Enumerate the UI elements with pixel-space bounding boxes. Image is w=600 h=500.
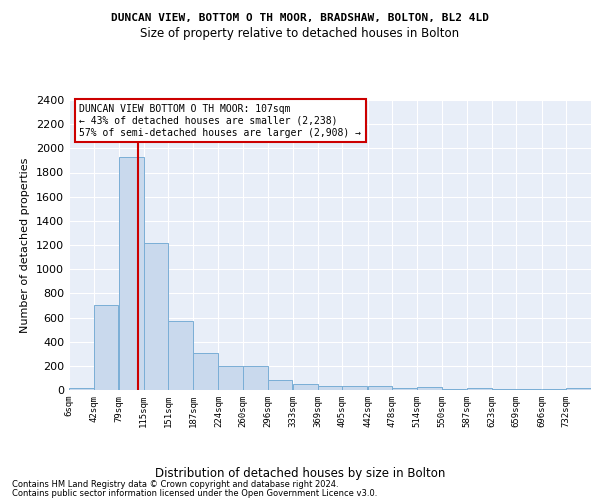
Bar (467, 388, 491, 390)
Text: DUNCAN VIEW, BOTTOM O TH MOOR, BRADSHAW, BOLTON, BL2 4LD: DUNCAN VIEW, BOTTOM O TH MOOR, BRADSHAW,… (111, 12, 489, 22)
Bar (218, 366, 243, 390)
Bar (293, 384, 317, 390)
Text: Distribution of detached houses by size in Bolton: Distribution of detached houses by size … (155, 467, 445, 480)
Text: Contains public sector information licensed under the Open Government Licence v3: Contains public sector information licen… (12, 488, 377, 498)
Bar (417, 387, 442, 390)
Bar (193, 353, 218, 390)
Bar (392, 388, 417, 390)
Bar (566, 388, 591, 390)
Bar (94, 306, 118, 390)
Text: Contains HM Land Registry data © Crown copyright and database right 2024.: Contains HM Land Registry data © Crown c… (12, 480, 338, 489)
Bar (317, 386, 343, 390)
Bar (119, 157, 143, 390)
Y-axis label: Number of detached properties: Number of detached properties (20, 158, 31, 332)
Bar (243, 366, 268, 390)
Bar (268, 380, 292, 390)
Bar (169, 321, 193, 390)
Bar (143, 242, 169, 390)
Bar (368, 386, 392, 390)
Bar (343, 386, 367, 390)
Bar (69, 388, 94, 390)
Text: Size of property relative to detached houses in Bolton: Size of property relative to detached ho… (140, 28, 460, 40)
Text: DUNCAN VIEW BOTTOM O TH MOOR: 107sqm
← 43% of detached houses are smaller (2,238: DUNCAN VIEW BOTTOM O TH MOOR: 107sqm ← 4… (79, 104, 361, 138)
